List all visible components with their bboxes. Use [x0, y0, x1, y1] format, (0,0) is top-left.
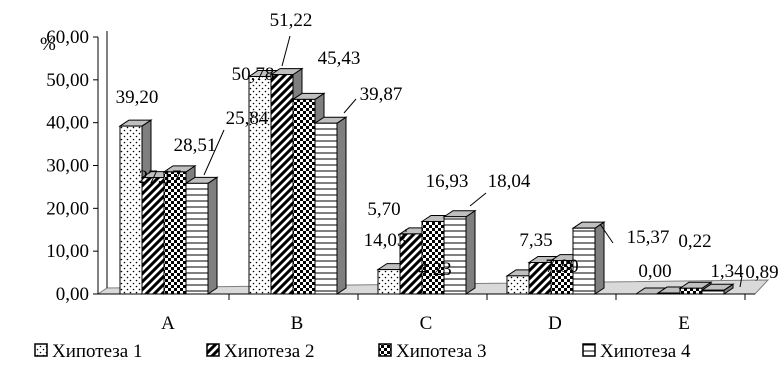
data-label: 45,43: [318, 48, 361, 69]
data-label: 18,04: [488, 171, 531, 192]
bar-side-face: [207, 176, 218, 295]
leader-lines: [141, 35, 743, 288]
bar: [571, 221, 606, 295]
data-label: 28,51: [174, 135, 217, 156]
leader-line: [203, 129, 225, 176]
legend-swatch: [378, 343, 392, 357]
legend-item: Хипотеза 2: [206, 341, 314, 362]
data-label: 7,35: [519, 230, 552, 251]
y-tick-label: 20,00: [46, 198, 89, 219]
legend-item: Хипотеза 1: [34, 341, 142, 362]
bar-front-face: [443, 216, 467, 295]
bar-front-face: [377, 269, 401, 295]
bar: [700, 283, 735, 295]
category-label: B: [291, 313, 304, 334]
y-axis-unit-label: %: [40, 34, 56, 55]
bar-front-face: [119, 125, 143, 295]
bar: [313, 116, 348, 295]
data-label: 27,17: [139, 167, 182, 188]
data-label: 16,93: [426, 171, 469, 192]
data-label: 4,23: [418, 259, 451, 280]
data-label: 15,37: [627, 227, 670, 248]
legend-label: Хипотеза 4: [600, 341, 691, 362]
legend-swatch: [582, 343, 596, 357]
bar-side-face: [465, 209, 476, 295]
data-label: 0,00: [638, 261, 671, 282]
data-label: 0,89: [745, 262, 778, 283]
data-label: 25,84: [226, 108, 269, 129]
data-label: 5,70: [367, 199, 400, 220]
category-label: A: [161, 313, 175, 334]
bar: [442, 209, 477, 295]
y-axis: 0,00 10,00 20,00 30,00 40,00 50,00 60,00%: [40, 27, 108, 305]
leader-line: [343, 98, 357, 114]
legend-label: Хипотеза 2: [224, 341, 314, 362]
data-label: 50,78: [232, 64, 275, 85]
data-label: 51,22: [270, 10, 313, 31]
legend-item: Хипотеза 4: [582, 341, 691, 362]
legend: Хипотеза 1 Хипотеза 2 Хипотеза 3 Хипотеза 4: [34, 341, 691, 362]
bar-front-face: [701, 289, 725, 295]
leader-line: [739, 275, 743, 288]
bar-front-face: [270, 74, 294, 295]
data-label: 39,20: [116, 87, 159, 108]
legend-label: Хипотеза 3: [396, 341, 486, 362]
bar-front-face: [141, 177, 165, 295]
category-label: E: [678, 313, 690, 334]
category-label: D: [548, 313, 562, 334]
bar-front-face: [314, 122, 338, 295]
bar: [184, 176, 219, 295]
data-label: 1,34: [710, 261, 744, 282]
y-tick-label: 50,00: [46, 70, 89, 91]
bar-front-face: [421, 220, 445, 295]
y-tick-label: 60,00: [46, 27, 89, 48]
category-label: C: [420, 313, 433, 334]
data-label: 14,03: [364, 230, 407, 251]
legend-item: Хипотеза 3: [378, 341, 486, 362]
bar-front-face: [163, 171, 187, 295]
bar-front-face: [185, 182, 209, 295]
data-label: 39,87: [360, 84, 403, 105]
y-tick-label: 30,00: [46, 156, 89, 177]
data-label: 0,22: [678, 231, 711, 252]
data-label: 7,80: [545, 256, 578, 277]
bar-side-face: [336, 116, 347, 295]
category-axis: A B C D E: [98, 293, 755, 334]
y-tick-label: 0,00: [56, 284, 89, 305]
leader-line: [599, 223, 614, 244]
bar-front-face: [506, 275, 530, 295]
y-tick-label: 40,00: [46, 113, 89, 134]
legend-label: Хипотеза 1: [52, 341, 142, 362]
bar-front-face: [292, 98, 316, 295]
leader-line: [469, 192, 487, 207]
y-tick-label: 10,00: [46, 241, 89, 262]
bar-front-face: [679, 287, 703, 295]
legend-swatch: [206, 343, 220, 357]
legend-swatch: [34, 343, 48, 357]
leader-line: [281, 35, 291, 67]
bar-side-face: [594, 221, 605, 295]
